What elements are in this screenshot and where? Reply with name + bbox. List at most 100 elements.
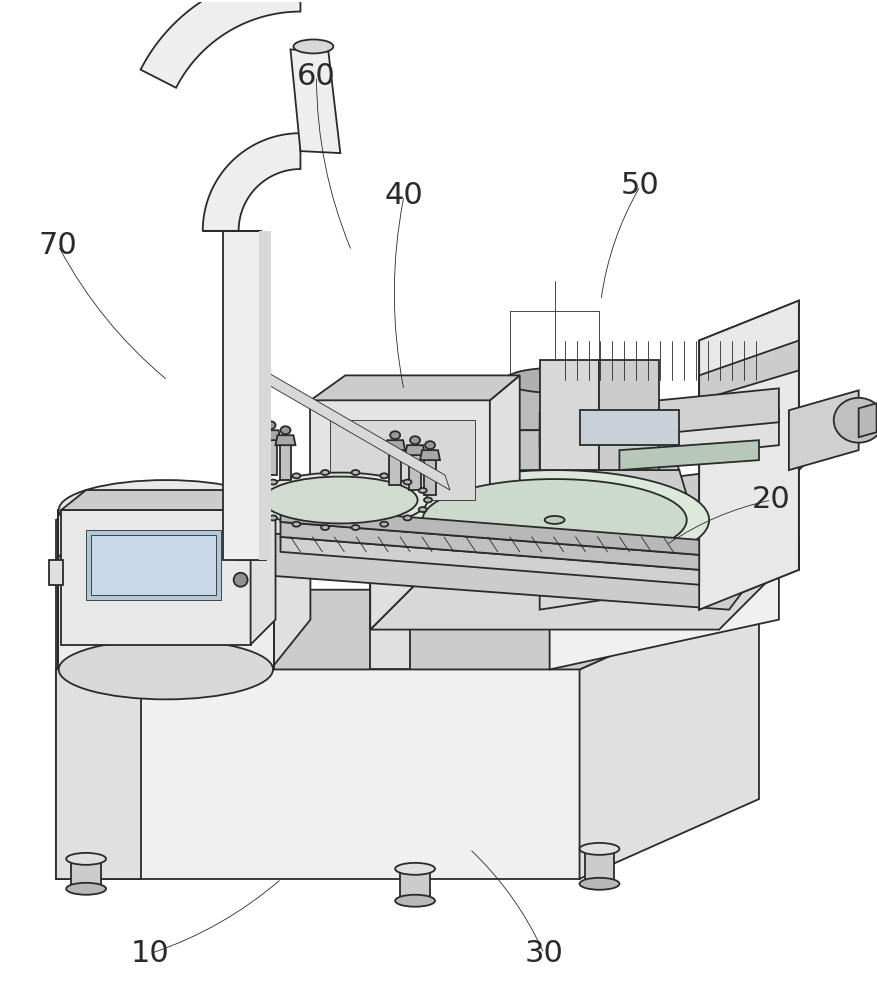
Polygon shape bbox=[61, 510, 250, 645]
Polygon shape bbox=[549, 460, 808, 520]
Ellipse shape bbox=[66, 883, 106, 895]
Ellipse shape bbox=[269, 515, 277, 520]
Polygon shape bbox=[260, 430, 280, 440]
Ellipse shape bbox=[292, 473, 300, 478]
Ellipse shape bbox=[579, 843, 618, 855]
Polygon shape bbox=[235, 241, 265, 560]
Polygon shape bbox=[370, 570, 778, 630]
Ellipse shape bbox=[544, 516, 564, 524]
Ellipse shape bbox=[59, 480, 273, 540]
Ellipse shape bbox=[292, 522, 300, 527]
Polygon shape bbox=[858, 403, 875, 437]
Polygon shape bbox=[279, 445, 291, 480]
Polygon shape bbox=[698, 341, 798, 400]
Ellipse shape bbox=[263, 477, 417, 523]
Polygon shape bbox=[91, 535, 216, 595]
Polygon shape bbox=[370, 490, 430, 510]
Ellipse shape bbox=[280, 426, 290, 434]
Polygon shape bbox=[246, 425, 265, 435]
Polygon shape bbox=[419, 470, 694, 520]
Polygon shape bbox=[385, 440, 404, 450]
Polygon shape bbox=[404, 445, 424, 455]
Text: 70: 70 bbox=[39, 231, 77, 260]
Polygon shape bbox=[290, 49, 340, 153]
Polygon shape bbox=[223, 231, 260, 560]
Polygon shape bbox=[91, 520, 728, 610]
Text: 10: 10 bbox=[131, 939, 169, 968]
Polygon shape bbox=[270, 490, 310, 669]
Polygon shape bbox=[56, 669, 141, 879]
Polygon shape bbox=[539, 540, 798, 610]
Polygon shape bbox=[56, 490, 310, 520]
Ellipse shape bbox=[269, 480, 277, 485]
Polygon shape bbox=[280, 537, 698, 585]
Text: 60: 60 bbox=[296, 62, 336, 91]
Polygon shape bbox=[698, 301, 798, 610]
Polygon shape bbox=[788, 390, 858, 470]
Polygon shape bbox=[579, 590, 758, 879]
Polygon shape bbox=[579, 410, 679, 445]
Ellipse shape bbox=[351, 525, 359, 530]
Polygon shape bbox=[56, 520, 758, 610]
Ellipse shape bbox=[833, 398, 877, 443]
Polygon shape bbox=[71, 859, 101, 889]
Polygon shape bbox=[280, 522, 698, 570]
Ellipse shape bbox=[250, 416, 260, 424]
Polygon shape bbox=[250, 490, 275, 645]
Text: 50: 50 bbox=[620, 171, 659, 200]
Ellipse shape bbox=[380, 473, 388, 478]
Polygon shape bbox=[434, 430, 679, 470]
Polygon shape bbox=[49, 560, 63, 585]
Polygon shape bbox=[539, 360, 599, 470]
Polygon shape bbox=[310, 375, 519, 400]
Ellipse shape bbox=[233, 515, 247, 529]
Ellipse shape bbox=[59, 640, 273, 699]
Polygon shape bbox=[584, 849, 614, 884]
Ellipse shape bbox=[418, 488, 426, 493]
Polygon shape bbox=[698, 301, 798, 610]
Ellipse shape bbox=[410, 436, 419, 444]
Ellipse shape bbox=[321, 525, 329, 530]
Text: 20: 20 bbox=[752, 486, 790, 514]
Polygon shape bbox=[255, 365, 449, 490]
Polygon shape bbox=[549, 490, 778, 669]
Ellipse shape bbox=[424, 441, 434, 449]
Ellipse shape bbox=[422, 479, 686, 561]
Ellipse shape bbox=[395, 863, 434, 875]
Polygon shape bbox=[56, 669, 579, 879]
Polygon shape bbox=[58, 510, 274, 669]
Polygon shape bbox=[280, 507, 698, 555]
Polygon shape bbox=[400, 520, 709, 560]
Ellipse shape bbox=[504, 368, 603, 393]
Polygon shape bbox=[203, 133, 300, 231]
Polygon shape bbox=[400, 869, 430, 901]
Polygon shape bbox=[140, 0, 300, 88]
Polygon shape bbox=[61, 490, 275, 510]
Polygon shape bbox=[424, 460, 436, 495]
Ellipse shape bbox=[233, 543, 247, 557]
Polygon shape bbox=[275, 435, 296, 445]
Polygon shape bbox=[56, 520, 270, 669]
Ellipse shape bbox=[424, 498, 431, 502]
Polygon shape bbox=[330, 420, 474, 500]
Polygon shape bbox=[389, 450, 401, 485]
Polygon shape bbox=[599, 360, 659, 470]
Ellipse shape bbox=[380, 522, 388, 527]
Ellipse shape bbox=[579, 878, 618, 890]
Ellipse shape bbox=[248, 498, 256, 502]
Polygon shape bbox=[249, 435, 261, 470]
Ellipse shape bbox=[265, 421, 275, 429]
Text: 40: 40 bbox=[384, 181, 423, 210]
Ellipse shape bbox=[403, 515, 411, 520]
Polygon shape bbox=[264, 440, 276, 475]
Polygon shape bbox=[419, 450, 439, 460]
Polygon shape bbox=[510, 380, 599, 430]
Polygon shape bbox=[370, 510, 410, 669]
Polygon shape bbox=[539, 410, 778, 470]
Ellipse shape bbox=[321, 470, 329, 475]
Ellipse shape bbox=[66, 853, 106, 865]
Polygon shape bbox=[409, 455, 421, 490]
Ellipse shape bbox=[418, 507, 426, 512]
Polygon shape bbox=[259, 231, 270, 560]
Polygon shape bbox=[86, 530, 220, 600]
